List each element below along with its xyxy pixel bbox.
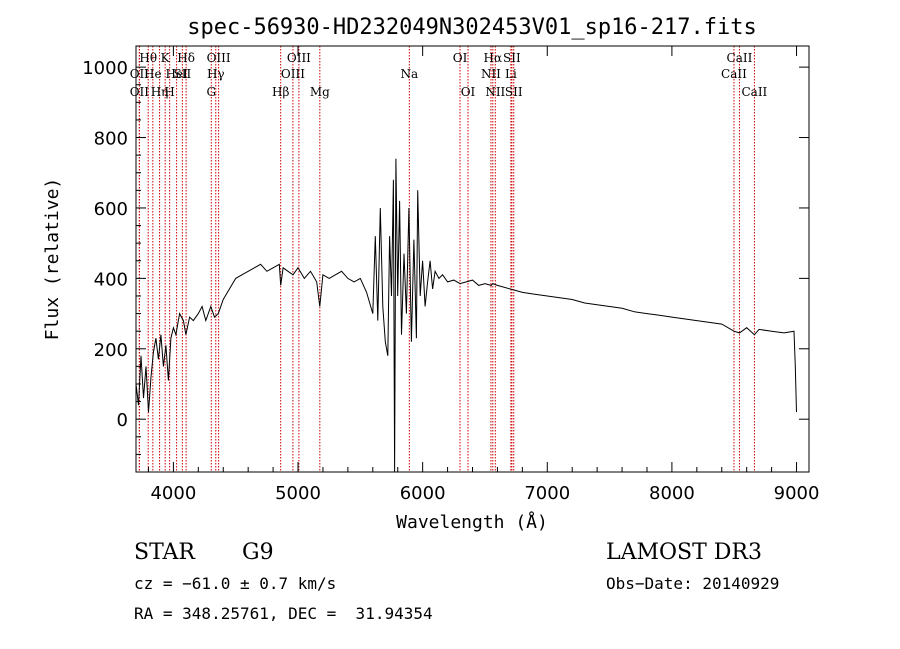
x-axis-label: Wavelength (Å)	[396, 511, 548, 533]
line-label-9: Hδ	[177, 51, 195, 65]
y-tick-label-0: 0	[117, 410, 128, 431]
object-class: STAR	[134, 540, 195, 565]
survey-name: LAMOST DR3	[606, 540, 762, 565]
y-tick-label-2: 400	[94, 269, 128, 290]
x-tick-label-4: 8000	[649, 483, 695, 504]
x-tick-label-2: 6000	[400, 483, 446, 504]
x-axis-ticks: 4000 5000 6000 7000 8000 9000	[147, 46, 820, 504]
line-label-16: Mg	[310, 85, 330, 99]
line-label-17: Na	[400, 67, 418, 81]
line-label-14: OIII	[281, 67, 305, 81]
plot-frame	[135, 45, 810, 473]
y-tick-label-4: 800	[94, 129, 128, 150]
line-label-6: H	[164, 85, 174, 99]
line-label-18: OI	[453, 51, 468, 65]
y-tick-label-5: 1000	[82, 58, 128, 79]
line-label-7: HeI	[165, 67, 188, 81]
line-label-12: OIII	[207, 51, 231, 65]
chart-title: spec-56930-HD232049N302453V01_sp16-217.f…	[187, 15, 757, 40]
line-label-27: CaII	[727, 51, 753, 65]
line-label-15: OIII	[287, 51, 311, 65]
y-axis-label: Flux (relative)	[42, 178, 63, 341]
object-subclass: G9	[242, 540, 274, 565]
x-tick-label-3: 7000	[524, 483, 570, 504]
line-label-22: NII	[485, 85, 505, 99]
redshift-cz: cz = −61.0 ± 0.7 km/s	[134, 574, 337, 593]
x-tick-label-1: 5000	[275, 483, 321, 504]
line-label-2: Hθ	[139, 51, 157, 65]
line-label-3: He	[144, 67, 162, 81]
line-label-13: Hβ	[272, 85, 289, 99]
line-label-0: OII	[130, 67, 150, 81]
observation-date: Obs−Date: 20140929	[606, 574, 780, 593]
ra-dec: RA = 348.25761, DEC = 31.94354	[134, 604, 433, 623]
line-label-28: CaII	[741, 85, 767, 99]
x-tick-label-0: 4000	[150, 483, 196, 504]
spectral-line-labels: OIIOIIHθHeHηKHHeISIIHδGHγOIIIHβOIIIOIIIM…	[130, 51, 768, 99]
line-label-8: SII	[174, 67, 192, 81]
line-label-26: CaII	[721, 67, 747, 81]
line-label-4: Hη	[151, 85, 169, 99]
x-tick-label-5: 9000	[774, 483, 820, 504]
line-label-5: K	[161, 51, 171, 65]
line-label-11: Hγ	[207, 67, 225, 81]
line-label-20: NII	[481, 67, 501, 81]
line-label-25: SII	[505, 85, 523, 99]
spectral-line-markers	[138, 46, 755, 472]
line-label-19: OI	[461, 85, 476, 99]
line-label-1: OII	[130, 85, 150, 99]
y-tick-label-3: 600	[94, 199, 128, 220]
line-label-24: SII	[503, 51, 521, 65]
line-label-21: Hα	[484, 51, 503, 65]
y-axis-ticks: 0 200 400 600 800 1000	[82, 58, 809, 455]
line-label-23: Li	[505, 67, 517, 81]
spectrum-line	[135, 158, 797, 473]
line-label-10: G	[206, 85, 216, 99]
y-tick-label-1: 200	[94, 340, 128, 361]
